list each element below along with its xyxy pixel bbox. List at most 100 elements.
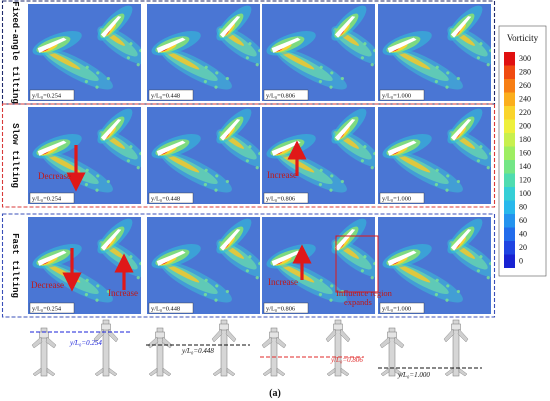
- wake-speck: [255, 276, 259, 280]
- blade-body: [156, 140, 186, 156]
- pole-hub: [451, 323, 461, 331]
- colorbar-tick-label: 0: [519, 257, 523, 266]
- blade-body: [37, 250, 67, 266]
- wake-speck: [329, 85, 333, 89]
- position-label: y/L₀=1.000: [379, 192, 425, 204]
- wake-speck: [136, 166, 140, 170]
- pole-shaft: [270, 327, 278, 377]
- wake-speck: [203, 79, 207, 84]
- wake-speck: [245, 269, 249, 273]
- pole-blade: [393, 336, 405, 349]
- pole-hub: [333, 323, 343, 331]
- wake-speck: [445, 85, 449, 89]
- height-label: y/L₀=1.000: [397, 371, 430, 379]
- vorticity-panel: y/L₀=1.000: [378, 107, 491, 204]
- blade-shape: [382, 133, 432, 159]
- wake-speck: [248, 145, 252, 149]
- blade-body: [219, 229, 241, 251]
- wake-speck: [129, 42, 133, 46]
- position-label-box: [148, 302, 194, 314]
- blade-body: [334, 229, 356, 251]
- position-label-text: y/L₀=0.806: [266, 306, 295, 313]
- wake-speck: [203, 292, 207, 297]
- colorbar-tick-label: 20: [519, 243, 527, 252]
- position-label-box: [29, 192, 75, 204]
- blade-body: [156, 250, 186, 266]
- wake-speck: [373, 49, 375, 53]
- pole-blade: [458, 367, 468, 377]
- pole-blade: [225, 328, 237, 343]
- wake-speck: [446, 174, 450, 178]
- wake-speck: [85, 168, 89, 172]
- wake-speck: [373, 262, 375, 266]
- pole-blade: [262, 367, 272, 377]
- colorbar-swatch: [504, 214, 515, 228]
- row-labels: Fixed-angle tilting Slow tilting Fast tilt…: [10, 1, 20, 298]
- position-label-text: y/L₀=0.448: [151, 306, 180, 313]
- pole-blade: [94, 367, 104, 377]
- wake-speck: [106, 76, 110, 81]
- wake-shape: [275, 261, 347, 303]
- wake-core: [44, 153, 81, 173]
- wake-speck: [486, 166, 490, 170]
- colorbar-tick-label: 100: [519, 189, 531, 198]
- vorticity-panel: y/L₀=0.448: [147, 217, 260, 314]
- position-label-box: [29, 89, 75, 101]
- pole-blade: [148, 367, 158, 377]
- wake-speck: [214, 85, 218, 89]
- row-label: Fast tilting: [10, 233, 20, 298]
- pole-blade: [276, 367, 286, 377]
- wake-speck: [95, 298, 99, 302]
- position-label-box: [379, 192, 425, 204]
- wake-speck: [479, 145, 483, 149]
- wake-core: [163, 50, 200, 70]
- blade-body: [334, 16, 356, 38]
- pole-hub: [155, 331, 165, 339]
- wake-speck: [479, 255, 483, 259]
- wake-speck: [456, 289, 460, 294]
- vorticity-panel: y/L₀=0.448: [147, 4, 260, 101]
- wake-speck: [255, 166, 259, 170]
- blade-shape: [97, 5, 133, 41]
- wake-core: [278, 50, 315, 70]
- vorticity-panel: y/L₀=1.000: [378, 217, 491, 314]
- wake-speck: [446, 284, 450, 288]
- colorbar-swatch: [504, 254, 515, 268]
- wake-speck: [245, 159, 249, 163]
- pole-blade: [32, 367, 42, 377]
- blade-shape: [97, 108, 133, 144]
- panel-field: [382, 108, 491, 193]
- wake-speck: [456, 179, 460, 184]
- row-label: Fixed-angle tilting: [10, 1, 20, 104]
- wake-speck: [435, 168, 439, 172]
- wake-shape: [275, 48, 347, 90]
- panel-field: [151, 108, 260, 193]
- blade-shape: [447, 5, 483, 41]
- position-label: y/L₀=0.448: [148, 192, 194, 204]
- pole-blade: [340, 367, 350, 377]
- colorbar-swatch: [504, 92, 515, 106]
- blade-body: [219, 119, 241, 141]
- vorticity-panel: y/L₀=0.254: [28, 4, 141, 101]
- wake-speck: [245, 56, 249, 60]
- blade-body: [37, 37, 67, 53]
- wake-speck: [214, 298, 218, 302]
- blade-body: [387, 37, 417, 53]
- pole-hub: [387, 331, 397, 339]
- wake-speck: [95, 85, 99, 89]
- wake-speck: [435, 278, 439, 282]
- wake-speck: [446, 71, 450, 75]
- wake-speck: [329, 298, 333, 302]
- colorbar-tick-label: 260: [519, 81, 531, 90]
- pole-blade: [394, 367, 404, 377]
- wake-speck: [96, 174, 100, 178]
- wake-speck: [225, 179, 229, 184]
- pole-blade: [108, 367, 118, 377]
- position-label-text: y/L₀=0.448: [151, 196, 180, 203]
- turbine-pole: [211, 319, 237, 377]
- influence-region-box: [335, 235, 379, 293]
- blade-body: [450, 119, 472, 141]
- pole-shaft: [40, 327, 48, 377]
- position-label: y/L₀=0.254: [29, 302, 75, 314]
